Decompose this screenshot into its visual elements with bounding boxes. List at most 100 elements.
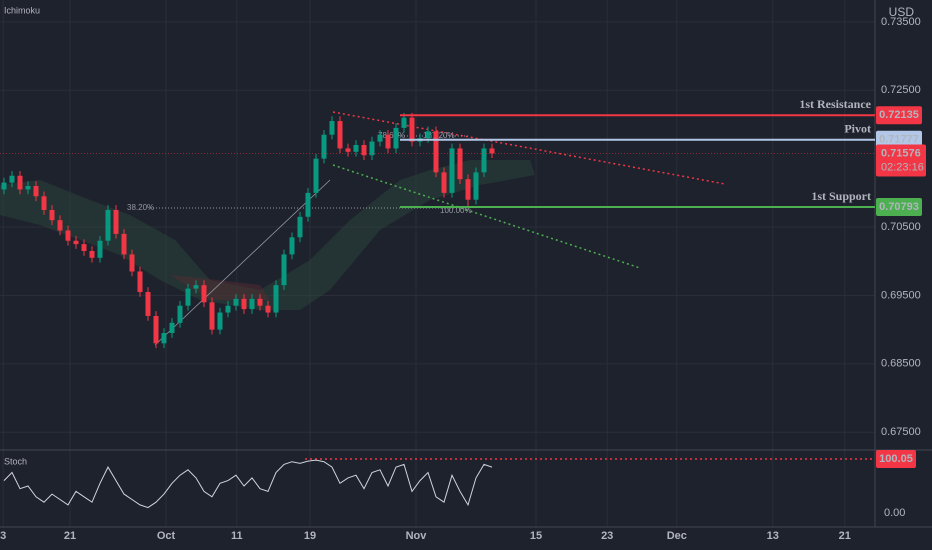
x-tick-label: 19 bbox=[304, 530, 316, 542]
indicator-label: Ichimoku bbox=[4, 5, 40, 15]
candle-body bbox=[57, 220, 63, 231]
candle-body bbox=[129, 254, 135, 272]
candle-body bbox=[313, 158, 319, 193]
y-tick-label: 0.72500 bbox=[881, 84, 921, 96]
candle-body bbox=[73, 240, 79, 245]
candle-body bbox=[177, 305, 183, 323]
candle-body bbox=[385, 134, 391, 149]
x-tick-label: 21 bbox=[839, 530, 851, 542]
x-tick-label: 3 bbox=[0, 530, 6, 542]
candle-body bbox=[201, 285, 207, 303]
candle-body bbox=[161, 333, 167, 344]
candle-body bbox=[113, 209, 119, 234]
y-tick-label: 0.68500 bbox=[881, 358, 921, 370]
candle-body bbox=[17, 175, 23, 190]
ichimoku-cloud bbox=[0, 160, 535, 310]
candle-body bbox=[41, 196, 47, 210]
countdown: 02:23:16 bbox=[881, 161, 924, 173]
candle-body bbox=[89, 250, 95, 258]
candle-body bbox=[217, 312, 223, 330]
level-price-box bbox=[876, 106, 922, 125]
x-tick-label: 15 bbox=[530, 530, 542, 542]
candle-body bbox=[105, 209, 111, 241]
candle-body bbox=[153, 315, 159, 344]
candle-body bbox=[81, 244, 87, 251]
x-tick-label: 13 bbox=[767, 530, 779, 542]
fib-label: 127.20% bbox=[423, 131, 455, 140]
trend-line bbox=[332, 111, 726, 185]
trend-line bbox=[332, 164, 641, 269]
candle-body bbox=[265, 305, 271, 313]
stoch-label: Stoch bbox=[4, 456, 27, 466]
level-price: 0.71777 bbox=[879, 134, 919, 146]
candle-body bbox=[185, 288, 191, 306]
level-price: 0.72135 bbox=[879, 109, 919, 121]
candle-body bbox=[425, 131, 431, 139]
candle-body bbox=[273, 285, 279, 313]
candle-body bbox=[409, 117, 415, 142]
y-tick-label: 0.67500 bbox=[881, 426, 921, 438]
candle-body bbox=[369, 141, 375, 156]
stoch-tick-label: 0.00 bbox=[884, 507, 905, 519]
candle-body bbox=[145, 292, 151, 316]
candle-body bbox=[25, 186, 31, 190]
candle-body bbox=[321, 134, 327, 159]
x-tick-label: Oct bbox=[157, 530, 176, 542]
candle-body bbox=[9, 175, 15, 183]
currency: USD bbox=[889, 5, 915, 19]
candle-body bbox=[97, 240, 103, 258]
fib-label: 78.60% bbox=[378, 131, 405, 140]
candle-body bbox=[481, 148, 487, 173]
candle-body bbox=[257, 298, 263, 306]
candle-body bbox=[433, 131, 439, 173]
level-name: 1st Resistance bbox=[799, 97, 871, 111]
candle-body bbox=[193, 285, 199, 289]
x-tick-label: Dec bbox=[667, 530, 687, 542]
candle-body bbox=[345, 148, 351, 152]
candle-body bbox=[457, 148, 463, 180]
candle-body bbox=[401, 117, 407, 128]
candle-body bbox=[297, 216, 303, 238]
candle-body bbox=[281, 254, 287, 286]
last-price: 0.71576 bbox=[881, 147, 921, 159]
x-tick-label: 21 bbox=[64, 530, 76, 542]
candle-body bbox=[441, 172, 447, 193]
candle-body bbox=[329, 121, 335, 135]
level-price-box bbox=[876, 198, 922, 217]
candle-body bbox=[473, 172, 479, 200]
candle-body bbox=[337, 121, 343, 149]
candle-body bbox=[465, 179, 471, 200]
y-tick-label: 0.69500 bbox=[881, 289, 921, 301]
candle-body bbox=[233, 298, 239, 306]
x-tick-label: 11 bbox=[231, 530, 243, 542]
candle-body bbox=[121, 233, 127, 255]
candle-body bbox=[137, 271, 143, 293]
stoch-level-label: 100.05 bbox=[879, 453, 913, 465]
candle-body bbox=[33, 186, 39, 197]
candle-body bbox=[305, 192, 311, 217]
fib-label: 38.20% bbox=[127, 203, 154, 212]
stoch-line bbox=[3, 459, 493, 509]
stoch-level-box bbox=[876, 449, 916, 468]
x-tick-label: Nov bbox=[406, 530, 428, 542]
candle-body bbox=[225, 305, 231, 313]
candle-body bbox=[377, 134, 383, 142]
y-tick-label: 0.73500 bbox=[881, 16, 921, 28]
candle-body bbox=[289, 237, 295, 255]
candle-body bbox=[209, 302, 215, 330]
ichimoku-cloud bbox=[170, 275, 270, 300]
candle-body bbox=[241, 298, 247, 310]
level-name: 1st Support bbox=[811, 189, 871, 203]
level-name: Pivot bbox=[844, 121, 871, 135]
candle-body bbox=[249, 298, 255, 310]
x-tick-label: 23 bbox=[601, 530, 613, 542]
candle-body bbox=[49, 209, 55, 221]
candle-body bbox=[169, 322, 175, 334]
candle-body bbox=[65, 230, 71, 241]
level-price-box bbox=[876, 130, 922, 149]
candle-body bbox=[361, 144, 367, 156]
candle-body bbox=[489, 148, 495, 154]
level-price: 0.70793 bbox=[879, 201, 919, 213]
